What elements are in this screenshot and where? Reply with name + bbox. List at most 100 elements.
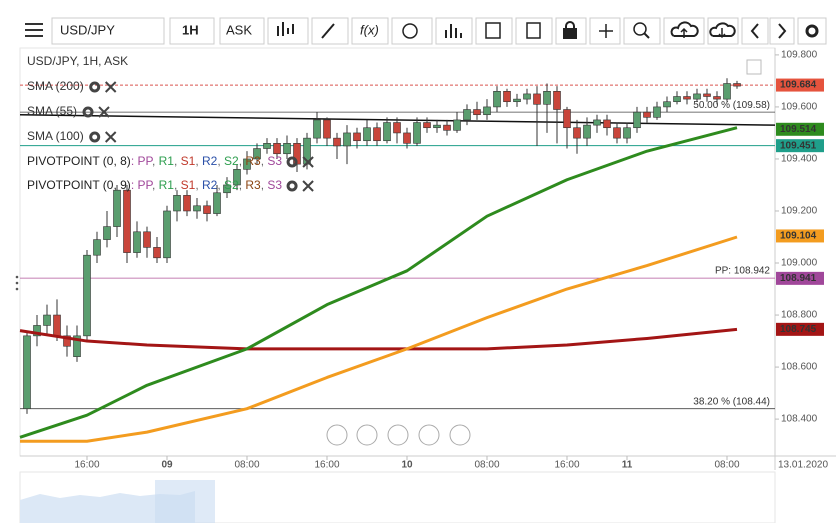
remove-button[interactable] [302, 156, 314, 168]
candle-body [33, 325, 41, 337]
interval: 1H [182, 22, 199, 37]
toolbar-icons [277, 21, 819, 39]
symbol-select[interactable] [51, 17, 165, 45]
pivot-level: S1 [181, 178, 196, 192]
candle-body [263, 143, 271, 149]
candle-body [203, 205, 211, 214]
candle-body [223, 184, 231, 194]
candle-body [163, 210, 171, 259]
candle-body [523, 93, 531, 100]
price-tag-label: 108.941 [780, 273, 817, 284]
pivot-level: R2 [202, 178, 218, 192]
candle-body [253, 148, 261, 160]
remove-button[interactable] [98, 106, 110, 118]
pivot-level: S3 [267, 178, 282, 192]
price-tag-label: 109.451 [780, 140, 817, 151]
pivot-separator: , [239, 178, 246, 192]
remove-button[interactable] [302, 180, 314, 192]
level-label: 50.00 % (109.58) [693, 100, 770, 111]
pivot-level: R2 [202, 154, 218, 168]
pivot-separator: , [174, 154, 181, 168]
candle-body [483, 106, 491, 116]
price-tag [776, 139, 824, 153]
tool-buttons[interactable] [267, 17, 827, 45]
candle-body [53, 314, 61, 337]
x-tick-label: 09 [161, 460, 173, 471]
candle-body [213, 192, 221, 214]
legend: USD/JPY, 1H, ASK SMA (200) SMA (55) SMA (1… [27, 54, 314, 192]
pivot-separator: , [239, 154, 246, 168]
pivot-level: S2 [224, 178, 239, 192]
candle-body [353, 132, 361, 142]
candle-body [673, 96, 681, 103]
candle-body [173, 195, 181, 212]
pivot-separator: , [152, 178, 159, 192]
navigator-area [20, 491, 195, 523]
pivot-separator: , [217, 154, 224, 168]
pivot-separator: , [261, 178, 268, 192]
settings-button[interactable] [286, 180, 298, 192]
x-tick-label: 16:00 [314, 460, 339, 471]
pivot-level: R1 [159, 154, 175, 168]
settings-button[interactable] [89, 81, 101, 93]
candle-body [683, 96, 691, 100]
candle-body [233, 169, 241, 186]
x-tick-label: 10 [401, 460, 413, 471]
level-label: 38.20 % (108.44) [693, 396, 770, 407]
settings-button[interactable] [82, 106, 94, 118]
pivot-name: PIVOTPOINT (0, 9) [27, 178, 131, 192]
candle-body [613, 127, 621, 139]
candle-body [553, 91, 561, 110]
plot: 109.800 109.600 109.400 109.200 109.000 108.8… [19, 50, 828, 471]
pivot-level: R1 [159, 178, 175, 192]
candle-body [323, 119, 331, 139]
settings-button[interactable] [89, 131, 101, 143]
x-tick-label: 16:00 [554, 460, 579, 471]
candle-body [533, 93, 541, 105]
remove-button[interactable] [104, 81, 117, 93]
sma-line [19, 327, 738, 351]
candle-body [543, 91, 551, 105]
sma-line [19, 126, 738, 439]
pivot-lead: : [131, 178, 138, 192]
y-tick-label: 108.400 [781, 414, 818, 425]
candle-body [643, 111, 651, 118]
sma-line [20, 235, 738, 443]
y-tick-label: 109.000 [781, 258, 818, 269]
candle-body [183, 195, 191, 212]
y-tick-label: 108.800 [781, 310, 818, 321]
candle-body [23, 335, 31, 409]
remove-button[interactable] [104, 131, 117, 143]
candle-body [123, 189, 131, 253]
pivot-entry: PIVOTPOINT (0, 9): PP, R1, S1, R2, S2, R… [27, 178, 282, 192]
function-button: f(x) [360, 22, 379, 37]
pivot-level: R3 [245, 178, 261, 192]
candle-body [703, 93, 711, 97]
pivot-separator: , [195, 154, 202, 168]
side-handle[interactable] [15, 275, 19, 291]
chart-title: USD/JPY, 1H, ASK [27, 54, 128, 68]
candle-body [573, 127, 581, 139]
candle-body [663, 101, 671, 108]
candle-body [83, 254, 91, 337]
settings-button[interactable] [286, 156, 298, 168]
candle-body [93, 239, 101, 256]
legend-entry: SMA (200) [27, 79, 84, 93]
price-tag [776, 122, 824, 136]
candle-body [513, 98, 521, 103]
price-tag-label: 108.745 [780, 324, 817, 335]
side-select[interactable] [219, 17, 265, 45]
pivot-level: S1 [181, 154, 196, 168]
navigator-window[interactable] [155, 480, 215, 523]
candle-body [463, 109, 471, 121]
candle-body [383, 122, 391, 142]
menu-button[interactable] [25, 23, 43, 37]
interval-select[interactable] [169, 17, 215, 45]
x-tick-label: 08:00 [474, 460, 499, 471]
side: ASK [226, 22, 252, 37]
pivot-entry: PIVOTPOINT (0, 8): PP, R1, S1, R2, S2, R… [27, 154, 282, 168]
popout-button[interactable] [746, 59, 762, 75]
zoom-controls[interactable] [326, 424, 471, 446]
price-tag [776, 78, 824, 92]
candle-body [653, 106, 661, 118]
